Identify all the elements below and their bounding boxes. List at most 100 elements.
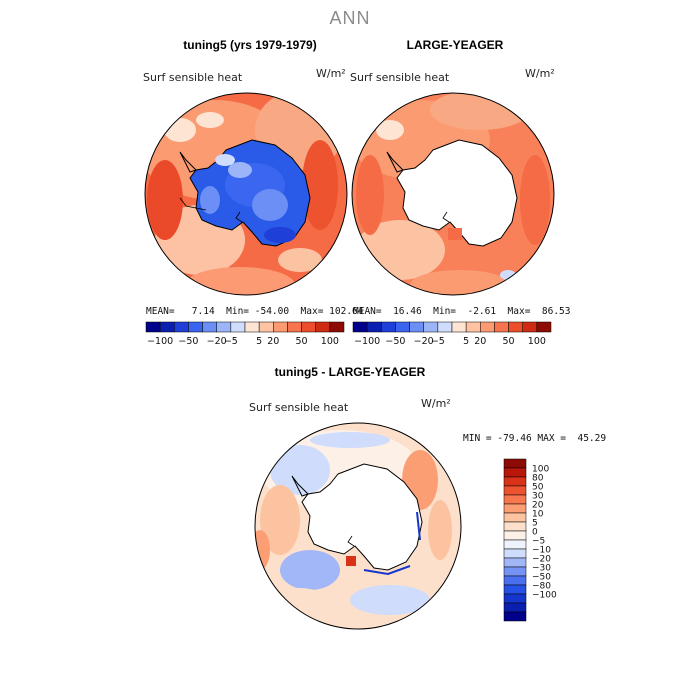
colorbar-swatch [503, 566, 527, 577]
colorbar-swatch [423, 321, 439, 333]
colorbar-tick-label: −50 [532, 573, 551, 583]
antarctica-obs [396, 139, 518, 247]
unit-label-obs: W/m² [525, 67, 555, 80]
colorbar-swatch [451, 321, 467, 333]
colorbar-swatch [503, 575, 527, 586]
colorbar-swatch [329, 321, 345, 333]
colorbar-tick-label: 20 [267, 336, 279, 347]
colorbar-swatch [366, 321, 382, 333]
diff-max-label: MAX = [537, 433, 567, 444]
colorbar-tick-label: −50 [385, 336, 405, 347]
colorbar-tick-label: 0 [532, 528, 538, 538]
colorbar-swatch [381, 321, 396, 333]
colorbar-swatch [273, 321, 288, 333]
colorbar-swatch [244, 321, 260, 333]
min-label: Min= [433, 306, 457, 317]
colorbar-tick-label: 50 [296, 336, 308, 347]
colorbar-swatch [145, 321, 161, 333]
colorbar-swatch [174, 321, 189, 333]
colorbar-tick-label: −10 [532, 546, 551, 556]
colorbar-swatch [503, 530, 527, 541]
colorbar-swatch [480, 321, 495, 333]
colorbar-tick-label: 20 [532, 501, 544, 511]
mean-value: 16.46 [393, 306, 422, 317]
stats-obs: MEAN= 16.46 Min= -2.61 Max= 86.53 [353, 306, 570, 317]
colorbar-swatch [315, 321, 331, 333]
colorbar-swatch [522, 321, 538, 333]
colorbar-tick-label: 5 [532, 519, 538, 529]
colorbar-swatch [352, 321, 368, 333]
colorbar-swatch [301, 321, 316, 333]
colorbar-swatch [503, 593, 527, 604]
colorbar-model: −100 −50 −20−5 5 20 50 100 [145, 321, 345, 347]
colorbar-swatch [395, 321, 410, 333]
colorbar-tick-label: 10 [532, 510, 544, 520]
colorbar-swatch [503, 458, 527, 469]
antarctica-diff [301, 463, 423, 571]
colorbar-swatch [409, 321, 424, 333]
colorbar-swatch [503, 611, 527, 622]
colorbar-tick-label: 100 [532, 465, 549, 475]
colorbar-tick-label: −100 [532, 591, 557, 601]
colorbar-tick-label: 50 [532, 483, 544, 493]
unit-label-diff: W/m² [421, 397, 451, 410]
mean-label: MEAN= [353, 306, 382, 317]
colorbar-swatch [202, 321, 217, 333]
colorbar-tick-label: 30 [532, 492, 544, 502]
colorbar-swatch [503, 521, 527, 532]
colorbar-tick-label: 80 [532, 474, 544, 484]
mean-label: MEAN= [146, 306, 175, 317]
stats-model: MEAN= 7.14 Min= -54.00 Max= 102.64 [146, 306, 363, 317]
colorbar-swatch [503, 602, 527, 613]
colorbar-tick-label: −20 [414, 336, 434, 347]
colorbar-swatch [503, 494, 527, 505]
colorbar-swatch [503, 539, 527, 550]
colorbar-swatch [258, 321, 274, 333]
colorbar-swatch [437, 321, 453, 333]
variable-label-diff: Surf sensible heat [249, 401, 349, 414]
colorbar-swatch [503, 548, 527, 559]
colorbar-swatch [494, 321, 509, 333]
max-value: 86.53 [541, 306, 571, 317]
colorbar-tick-label: 5 [463, 336, 469, 347]
colorbar-swatch [508, 321, 523, 333]
colorbar-tick-label: 100 [528, 336, 546, 347]
map-diff-border [254, 422, 462, 630]
colorbar-swatch [230, 321, 246, 333]
colorbar-swatch [465, 321, 481, 333]
colorbar-swatch [159, 321, 175, 333]
colorbar-swatch [503, 476, 527, 487]
diff-max-value: 45.29 [577, 433, 607, 444]
colorbar-tick-label: −5 [224, 336, 238, 347]
colorbar-tick-label: −100 [354, 336, 380, 347]
colorbar-tick-label: 50 [503, 336, 515, 347]
colorbar-swatch [503, 557, 527, 568]
map-model-border [144, 92, 348, 296]
colorbar-tick-label: −20 [532, 555, 551, 565]
colorbar-tick-label: −5 [532, 537, 545, 547]
min-value: -2.61 [467, 306, 497, 317]
diff-min-label: MIN = [463, 433, 492, 444]
map-diff [255, 423, 461, 629]
min-label: Min= [226, 306, 250, 317]
colorbar-swatch [503, 485, 527, 496]
colorbar-tick-label: −20 [207, 336, 227, 347]
unit-label-model: W/m² [316, 67, 346, 80]
diff-min-value: -79.46 [497, 433, 532, 444]
panel-title-model: tuning5 (yrs 1979-1979) [183, 38, 317, 52]
colorbar-swatch [287, 321, 302, 333]
colorbar-tick-label: 100 [321, 336, 339, 347]
colorbar-tick-label: 20 [474, 336, 486, 347]
panel-title-obs: LARGE-YEAGER [406, 38, 504, 52]
max-label: Max= [300, 306, 324, 317]
mean-value: 7.14 [191, 306, 215, 317]
max-value: 102.64 [329, 306, 364, 317]
colorbar-obs: −100 −50 −20−5 5 20 50 100 [352, 321, 552, 347]
map-model [145, 93, 347, 295]
max-label: Max= [507, 306, 531, 317]
figure-title: ANN [329, 8, 371, 28]
colorbar-swatch [503, 512, 527, 523]
colorbar-swatch [216, 321, 232, 333]
colorbar-tick-label: −80 [532, 582, 551, 592]
